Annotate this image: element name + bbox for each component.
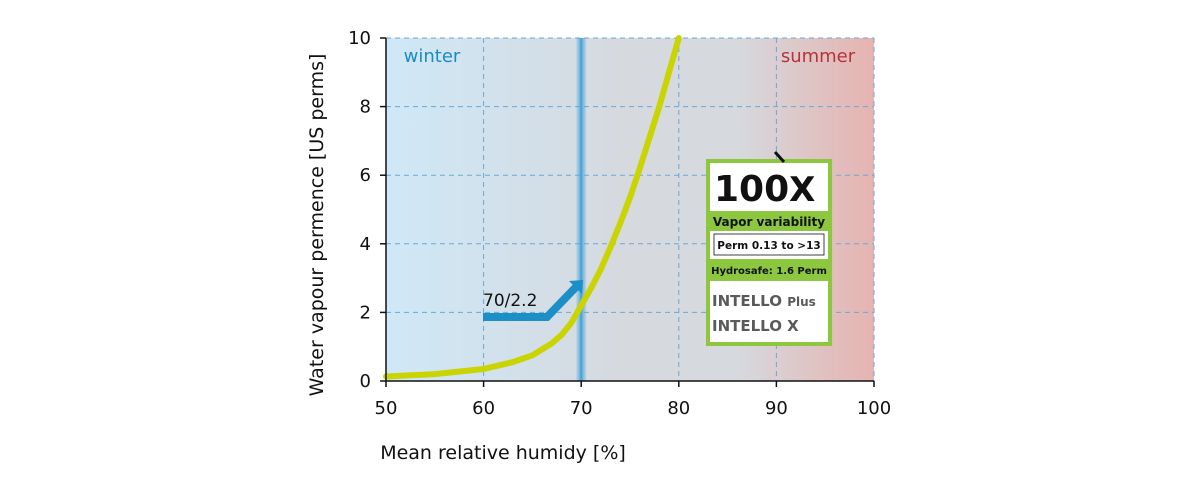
y-tick-label: 10 [348, 28, 371, 49]
x-axis-title: Mean relative humidy [%] [380, 442, 626, 464]
point-arrow [483, 284, 579, 321]
y-axis-title: Water vapour permence [US perms] [306, 54, 328, 397]
badge-band-variability [710, 211, 828, 231]
x-tick-label: 90 [765, 398, 788, 419]
x-tick-label: 50 [375, 398, 398, 419]
axes [380, 37, 875, 387]
y-tick-label: 0 [360, 371, 371, 392]
x-tick-label: 80 [667, 398, 690, 419]
y-tick-label: 6 [360, 165, 371, 186]
point-label: 70/2.2 [483, 291, 537, 311]
badge-band-hydrosafe [710, 259, 828, 281]
y-tick-labels: 0 2 4 6 8 10 [348, 28, 371, 392]
summer-label: summer [781, 46, 856, 67]
y-tick-label: 8 [360, 97, 371, 118]
series-line [383, 35, 682, 380]
point-arrow-head [569, 280, 583, 294]
badge-x-flourish [773, 150, 786, 164]
badge-title: 100X [714, 169, 815, 210]
badge-product-1-main: INTELLO [712, 292, 782, 310]
x-tick-label: 60 [472, 398, 495, 419]
badge-title-x: X [789, 170, 815, 210]
winter-label: winter [404, 46, 461, 67]
badge-title-number: 100 [714, 169, 789, 210]
badge-line-hydrosafe: Hydrosafe: 1.6 Perm [711, 266, 827, 277]
x-tick-label: 70 [570, 398, 593, 419]
badge-product-1: INTELLO Plus [712, 292, 816, 310]
product-badge: 100X Vapor variability Perm 0.13 to >13 … [706, 150, 832, 346]
y-tick-label: 4 [360, 234, 371, 255]
badge-product-1-suffix: Plus [787, 295, 816, 309]
y-tick-label: 2 [360, 302, 371, 323]
x-tick-labels: 50 60 70 80 90 100 [375, 398, 892, 419]
badge-product-2: INTELLO X [712, 317, 799, 335]
badge-line-perm: Perm 0.13 to >13 [717, 240, 820, 252]
badge-line-variability: Vapor variability [713, 215, 825, 229]
x-tick-label: 100 [857, 398, 891, 419]
badge-box-perm [713, 233, 825, 256]
